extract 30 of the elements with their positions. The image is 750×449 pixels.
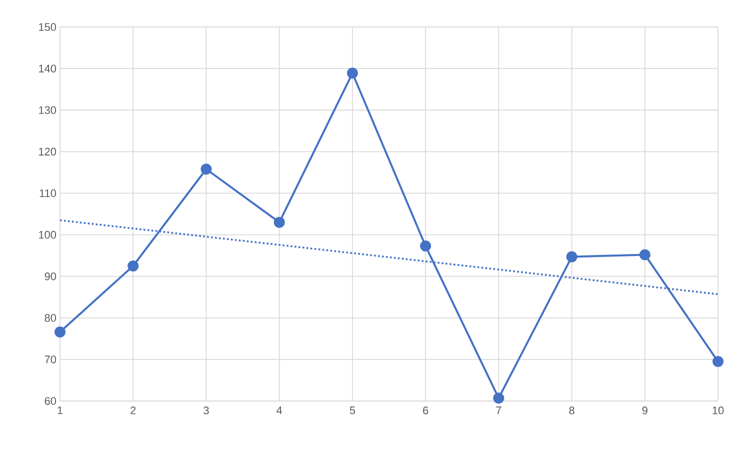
- y-tick-label: 100: [39, 230, 56, 239]
- x-tick-label: 6: [423, 406, 428, 414]
- x-tick-label: 7: [496, 406, 502, 414]
- x-tick-label: 10: [712, 406, 724, 414]
- y-tick-label: 150: [39, 23, 56, 31]
- point: [274, 216, 285, 228]
- x-tick-label: 5: [350, 406, 356, 414]
- x-tick-label: 4: [276, 406, 282, 414]
- point: [128, 260, 139, 272]
- x-tick-label: 9: [642, 406, 648, 414]
- y-tick-label: 140: [39, 64, 56, 72]
- point: [639, 249, 650, 260]
- y-tick-label: 110: [40, 189, 56, 198]
- point: [566, 251, 578, 262]
- point: [712, 356, 724, 368]
- y-tick-label: 120: [39, 148, 56, 156]
- x-tick-label: 2: [130, 406, 136, 414]
- point: [420, 240, 432, 252]
- y-tick-label: 80: [44, 314, 56, 322]
- point: [346, 68, 358, 79]
- x-tick-label: 1: [58, 406, 63, 414]
- y-tick-label: 90: [44, 272, 56, 280]
- y-tick-label: 130: [39, 106, 56, 114]
- point: [54, 326, 66, 338]
- x-tick-label: 8: [569, 406, 574, 414]
- x-tick-label: 3: [204, 406, 209, 414]
- y-tick-label: 70: [44, 356, 56, 364]
- point: [200, 164, 212, 175]
- point: [493, 392, 504, 404]
- y-tick-label: 60: [44, 397, 56, 405]
